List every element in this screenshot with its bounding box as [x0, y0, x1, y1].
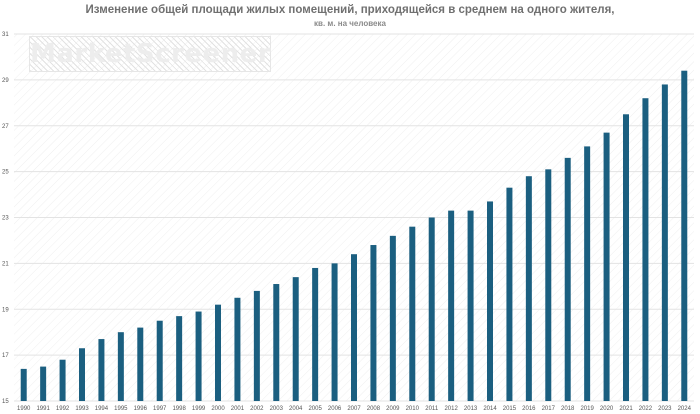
- bar-2012: [448, 210, 455, 401]
- bar-1998: [176, 316, 183, 401]
- bar-2002: [253, 290, 260, 401]
- x-tick-label: 2019: [580, 406, 594, 412]
- x-tick-label: 2000: [211, 406, 225, 412]
- bar-2009: [389, 235, 396, 401]
- watermark: MarketScreener: [29, 36, 271, 72]
- y-tick-label: 27: [2, 124, 9, 130]
- x-tick-label: 2021: [619, 406, 633, 412]
- bars: [20, 70, 688, 402]
- x-tick-label: 2003: [270, 406, 284, 412]
- bar-2022: [642, 98, 649, 401]
- x-tick-label: 2008: [367, 406, 381, 412]
- x-tick-label: 2009: [386, 406, 400, 412]
- bar-1991: [40, 366, 47, 401]
- y-tick-label: 21: [2, 261, 9, 267]
- x-tick-label: 1998: [172, 406, 186, 412]
- bar-1995: [117, 332, 124, 401]
- bar-2007: [351, 254, 357, 401]
- x-tick-label: 2017: [542, 406, 556, 412]
- bar-2021: [623, 114, 629, 401]
- bar-1993: [79, 348, 85, 401]
- y-tick-label: 31: [2, 32, 9, 38]
- bar-1994: [98, 339, 105, 401]
- x-tick-label: 2005: [308, 406, 322, 412]
- x-tick-label: 2012: [444, 406, 458, 412]
- bar-1992: [59, 359, 66, 401]
- bar-1997: [156, 320, 163, 401]
- bar-2015: [506, 187, 513, 401]
- x-tick-label: 2016: [522, 406, 536, 412]
- y-tick-label: 15: [2, 399, 9, 405]
- x-tick-label: 2018: [561, 406, 575, 412]
- x-tick-label: 1990: [17, 406, 31, 412]
- bar-2010: [409, 226, 416, 401]
- bar-2006: [331, 263, 338, 401]
- bar-2008: [370, 245, 377, 401]
- x-tick-label: 1996: [134, 406, 148, 412]
- x-tick-label: 2002: [250, 406, 264, 412]
- x-tick-label: 1994: [95, 406, 109, 412]
- x-tick-label: 2004: [289, 406, 303, 412]
- bar-2003: [273, 284, 280, 401]
- x-tick-label: 2015: [503, 406, 517, 412]
- bar-2001: [234, 297, 241, 401]
- x-tick-label: 2011: [425, 406, 439, 412]
- x-tick-label: 1997: [153, 406, 167, 412]
- x-tick-label: 2020: [600, 406, 614, 412]
- bar-1999: [195, 311, 202, 401]
- chart-subtitle: кв. м. на человека: [314, 19, 386, 28]
- bar-2017: [545, 169, 552, 401]
- x-tick-label: 1993: [75, 406, 89, 412]
- chart-title: Изменение общей площади жилых помещений,…: [85, 4, 615, 16]
- bar-1996: [137, 327, 144, 401]
- y-tick-label: 19: [2, 307, 9, 313]
- bar-2019: [584, 146, 591, 401]
- bar-2024: [681, 70, 688, 401]
- bar-1990: [20, 368, 27, 401]
- x-tick-label: 1991: [36, 406, 50, 412]
- bar-2014: [487, 201, 493, 401]
- bar-2005: [312, 267, 319, 401]
- x-tick-label: 2023: [658, 406, 672, 412]
- bar-2020: [603, 132, 610, 401]
- x-tick-label: 2024: [678, 406, 692, 412]
- x-tick-label: 2007: [347, 406, 361, 412]
- x-tick-label: 1992: [56, 406, 70, 412]
- bar-2004: [292, 277, 299, 401]
- x-axis: 1990 1991 1992 1993 1994 1995 1996 1997 1998 1999…: [17, 406, 692, 412]
- bar-2000: [215, 304, 221, 401]
- bar-2016: [525, 176, 532, 401]
- bar-2011: [428, 217, 435, 401]
- bar-2018: [564, 157, 571, 401]
- x-tick-label: 2010: [406, 406, 420, 412]
- bar-2023: [661, 84, 668, 402]
- y-axis: 15 17 19 21 23 25 27 29 31: [2, 32, 9, 405]
- x-tick-label: 2001: [231, 406, 245, 412]
- y-tick-label: 23: [2, 216, 9, 222]
- bar-2013: [467, 210, 474, 401]
- y-tick-label: 25: [2, 170, 9, 176]
- y-tick-label: 17: [2, 353, 9, 359]
- x-tick-label: 2022: [639, 406, 653, 412]
- x-tick-label: 1999: [192, 406, 206, 412]
- x-tick-label: 2014: [483, 406, 497, 412]
- x-tick-label: 2006: [328, 406, 342, 412]
- x-tick-label: 1995: [114, 406, 128, 412]
- x-tick-label: 2013: [464, 406, 478, 412]
- y-tick-label: 29: [2, 78, 9, 84]
